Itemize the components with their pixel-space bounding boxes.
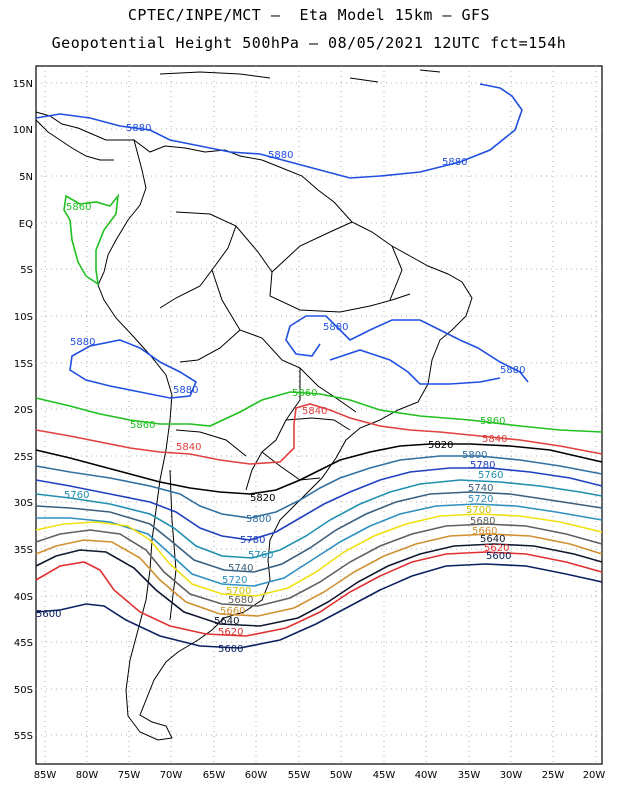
contour-5620 [35,551,603,637]
lat-label: 20S [14,405,33,416]
lon-label: 80W [76,770,99,781]
lat-label: 25S [14,452,33,463]
contour-label-5840: 5840 [302,406,327,417]
contour-5840 [35,403,603,465]
contour-label-5700: 5700 [466,505,491,516]
lon-label: 35W [458,770,481,781]
lon-label: 65W [203,770,226,781]
contour-label-5860: 5860 [480,416,505,427]
lat-label: 10N [13,125,33,136]
lon-label: 45W [373,770,396,781]
lon-label: 30W [500,770,523,781]
contour-5760 [35,479,603,559]
lon-label: 60W [245,770,268,781]
lon-label: 20W [583,770,606,781]
contour-label-5680: 5680 [470,516,495,527]
contour-5860-main [35,391,603,433]
contour-lines [35,83,603,649]
longitude-labels: 85W 80W 75W 70W 65W 60W 55W 50W 45W 40W … [34,770,606,781]
contour-label-5660: 5660 [472,526,497,537]
contour-label-5820: 5820 [428,440,453,451]
contour-5880-east [329,349,501,385]
contour-label-5600: 5600 [218,644,243,655]
lat-label: 5N [19,172,33,183]
contour-label-5660: 5660 [220,606,245,617]
lon-label: 75W [118,770,141,781]
lat-label: 30S [14,498,33,509]
contour-label-5740: 5740 [468,483,493,494]
contour-label-5860: 5860 [130,420,155,431]
contour-label-5820: 5820 [250,493,275,504]
lat-label: 45S [14,638,33,649]
contour-label-5840: 5840 [176,442,201,453]
contour-5820 [35,443,603,495]
contour-5780 [35,467,603,541]
contour-label-5860: 5860 [292,388,317,399]
chart-title-line-2: Geopotential Height 500hPa – 08/05/2021 … [51,34,567,52]
contour-5660 [35,533,603,617]
contour-label-5640: 5640 [214,616,239,627]
caribbean-islands [159,69,441,83]
contour-5740 [35,491,603,573]
contour-label-5720: 5720 [222,575,247,586]
contour-label-5620: 5620 [484,543,509,554]
contour-label-5800: 5800 [462,450,487,461]
country-borders [159,211,411,621]
contour-5860-equator [63,193,120,286]
lat-label: 35S [14,545,33,556]
contour-label-5880: 5880 [442,157,467,168]
lat-label: 40S [14,592,33,603]
lat-label: 50S [14,685,33,696]
contour-label-5600: 5600 [36,609,61,620]
contour-label-5680: 5680 [228,595,253,606]
contour-label-5860: 5860 [66,202,91,213]
latitude-labels: 15N 10N 5N EQ 5S 10S 15S 20S 25S 30S 35S… [13,79,33,742]
lat-label: 15S [14,359,33,370]
lon-label: 40W [415,770,438,781]
lat-label: 15N [13,79,33,90]
lon-label: 85W [34,770,57,781]
contour-labels: 5880 5880 5880 5880 5880 5880 5880 5860 … [36,123,525,655]
contour-label-5640: 5640 [480,534,505,545]
contour-5880-central [285,315,529,383]
lat-label: EQ [19,219,33,230]
contour-5680 [35,523,603,607]
contour-label-5880: 5880 [323,322,348,333]
contour-label-5760: 5760 [478,470,503,481]
contour-label-5780: 5780 [470,460,495,471]
contour-5880-north [35,83,523,179]
contour-label-5740: 5740 [228,563,253,574]
contour-label-5840: 5840 [482,434,507,445]
contour-label-5780: 5780 [240,535,265,546]
lat-label: 5S [20,265,33,276]
contour-label-5880: 5880 [268,150,293,161]
contour-5720 [36,503,603,587]
lon-label: 70W [160,770,183,781]
contour-5800 [35,455,603,519]
contour-label-5700: 5700 [226,586,251,597]
central-america-coastline [35,111,134,161]
lon-label: 50W [330,770,353,781]
lat-label: 10S [14,312,33,323]
map-frame [35,65,603,765]
lon-label: 55W [288,770,311,781]
lat-label: 55S [14,731,33,742]
contour-label-5760: 5760 [248,550,273,561]
contour-label-5880: 5880 [126,123,151,134]
contour-label-5720: 5720 [468,494,493,505]
contour-5600 [35,563,603,649]
contour-label-5880: 5880 [70,337,95,348]
chart-title-line-1: CPTEC/INPE/MCT – Eta Model 15km – GFS [127,6,491,24]
contour-label-5800: 5800 [246,514,271,525]
contour-5700 [35,513,603,597]
contour-label-5620: 5620 [218,627,243,638]
contour-label-5880: 5880 [173,385,198,396]
contour-label-5760: 5760 [64,490,89,501]
contour-label-5600: 5600 [486,551,511,562]
contour-5880-southwest [69,339,198,399]
lon-label: 25W [542,770,565,781]
contour-label-5880: 5880 [500,365,525,376]
contour-5640 [35,543,603,627]
